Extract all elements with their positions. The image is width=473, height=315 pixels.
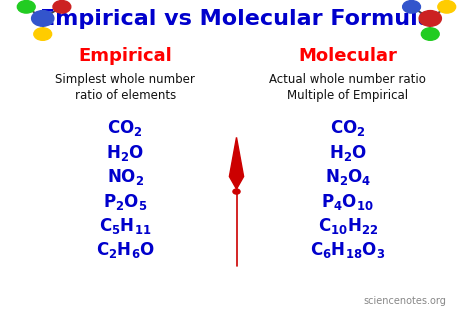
Text: $\mathbf{P_4O_{10}}$: $\mathbf{P_4O_{10}}$	[322, 192, 374, 212]
Text: Molecular: Molecular	[298, 47, 397, 65]
Text: $\mathbf{C_{10}H_{22}}$: $\mathbf{C_{10}H_{22}}$	[318, 216, 378, 236]
Text: $\mathbf{C_5H_{11}}$: $\mathbf{C_5H_{11}}$	[99, 216, 151, 236]
Circle shape	[421, 28, 439, 40]
Polygon shape	[229, 137, 244, 189]
Text: Simplest whole number
ratio of elements: Simplest whole number ratio of elements	[55, 73, 195, 102]
Circle shape	[438, 1, 455, 13]
Text: $\mathbf{NO_2}$: $\mathbf{NO_2}$	[106, 167, 144, 187]
Text: $\mathbf{CO_2}$: $\mathbf{CO_2}$	[107, 118, 143, 138]
Circle shape	[18, 1, 35, 13]
Text: $\mathbf{N_2O_4}$: $\mathbf{N_2O_4}$	[324, 167, 371, 187]
Text: $\mathbf{H_2O}$: $\mathbf{H_2O}$	[329, 143, 367, 163]
Circle shape	[419, 11, 441, 26]
Circle shape	[403, 1, 420, 13]
Circle shape	[53, 1, 71, 13]
Text: $\mathbf{C_2H_6O}$: $\mathbf{C_2H_6O}$	[96, 240, 155, 260]
Circle shape	[34, 28, 52, 40]
Text: Empirical vs Molecular Formula: Empirical vs Molecular Formula	[40, 9, 433, 29]
Text: $\mathbf{C_6H_{18}O_3}$: $\mathbf{C_6H_{18}O_3}$	[310, 240, 385, 260]
Circle shape	[32, 11, 54, 26]
Text: $\mathbf{CO_2}$: $\mathbf{CO_2}$	[330, 118, 366, 138]
Text: Empirical: Empirical	[78, 47, 172, 65]
Text: sciencenotes.org: sciencenotes.org	[363, 296, 446, 306]
Text: Actual whole number ratio
Multiple of Empirical: Actual whole number ratio Multiple of Em…	[270, 73, 426, 102]
Circle shape	[233, 189, 240, 194]
Text: $\mathbf{H_2O}$: $\mathbf{H_2O}$	[106, 143, 144, 163]
Text: $\mathbf{P_2O_5}$: $\mathbf{P_2O_5}$	[103, 192, 148, 212]
